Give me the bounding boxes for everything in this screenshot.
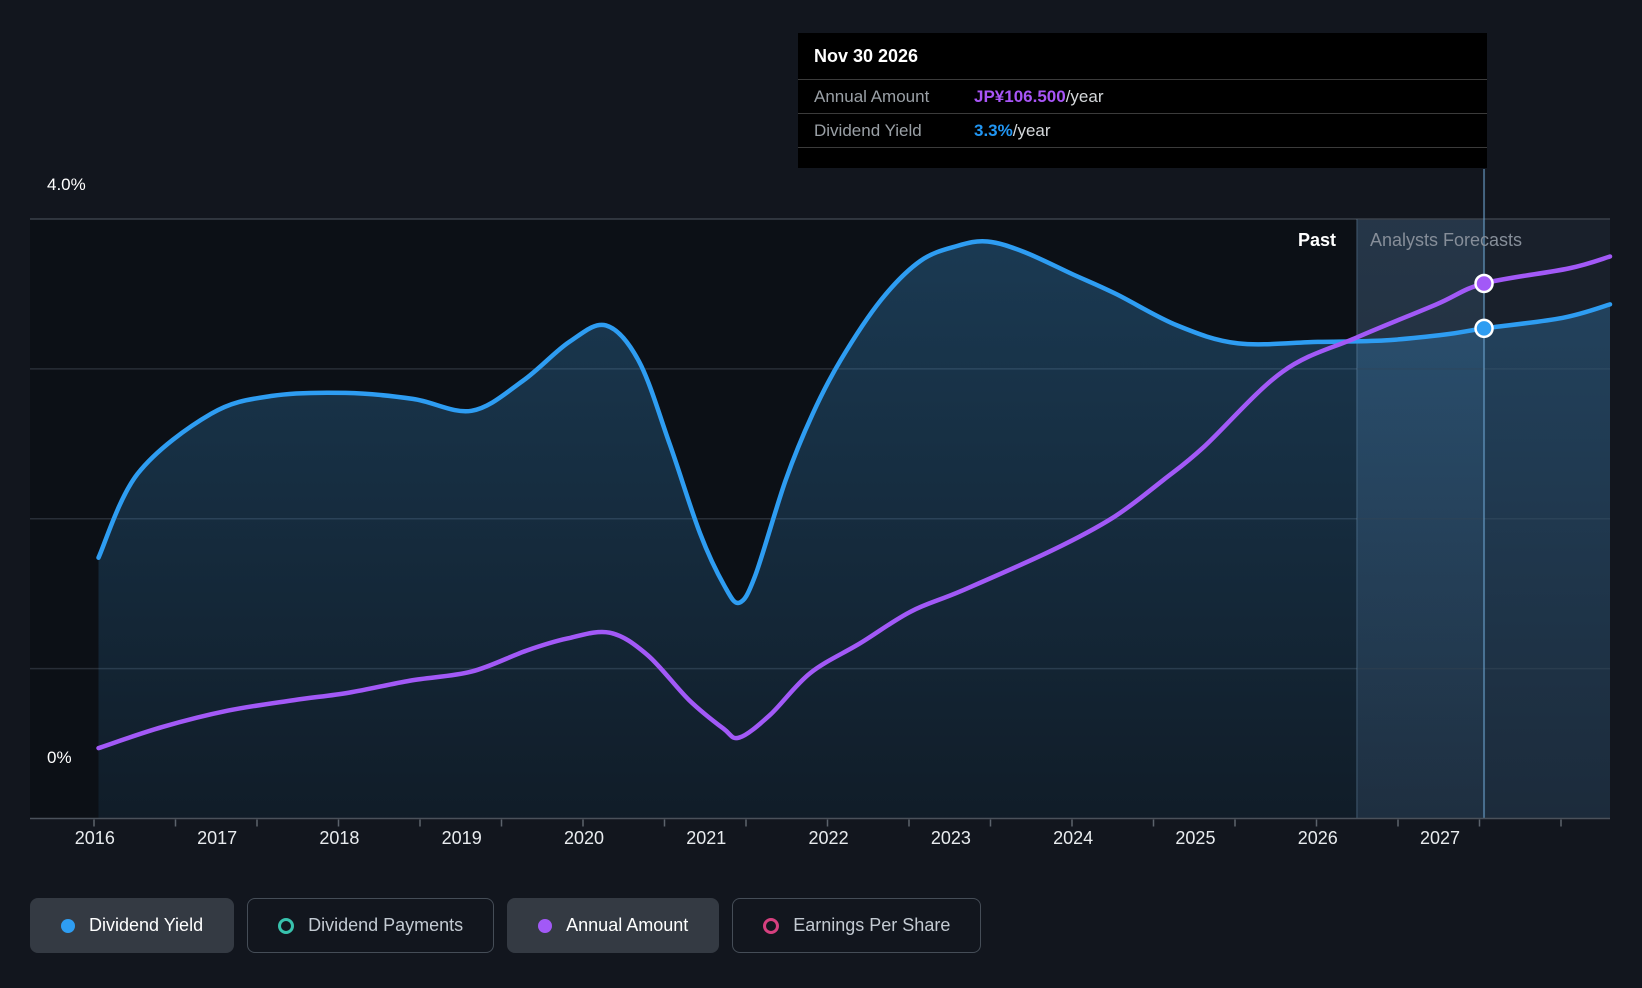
legend-label: Dividend Payments — [308, 915, 464, 935]
x-axis-label-2017: 2017 — [197, 828, 237, 848]
x-axis-label-2025: 2025 — [1175, 828, 1215, 848]
x-axis-label-2019: 2019 — [442, 828, 482, 848]
x-axis-label-2020: 2020 — [564, 828, 604, 848]
past-label: Past — [1297, 230, 1336, 250]
x-axis-label-2027: 2027 — [1420, 828, 1460, 848]
dividend-yield-dot-icon — [61, 918, 75, 933]
legend-label: Annual Amount — [566, 915, 689, 935]
legend-label: Earnings Per Share — [793, 915, 951, 935]
y-axis-label-bottom: 0% — [47, 748, 72, 767]
dividend-yield-line — [96, 239, 1613, 606]
tooltip: Nov 30 2026 Annual Amount JP¥106.500 /ye… — [798, 33, 1487, 168]
legend-button-dividend-yield[interactable]: Dividend Yield — [30, 898, 235, 953]
legend-label: Dividend Yield — [89, 915, 204, 935]
annual-amount-line — [96, 254, 1613, 751]
annual-amount-dot-icon — [538, 918, 553, 933]
earnings-per-share-circle-icon — [763, 917, 780, 934]
dividend-yield-area — [98, 241, 1610, 819]
legend-button-dividend-payments[interactable]: Dividend Payments — [247, 898, 495, 953]
tooltip-row-dividend-yield: Dividend Yield 3.3% /year — [798, 113, 1487, 148]
tooltip-label: Annual Amount — [814, 86, 930, 106]
legend: Dividend Yield Dividend Payments Annual … — [30, 898, 982, 953]
legend-button-earnings-per-share[interactable]: Earnings Per Share — [732, 898, 982, 953]
tooltip-label: Dividend Yield — [814, 120, 922, 140]
x-axis-label-2021: 2021 — [686, 828, 726, 848]
tooltip-value: 3.3% — [974, 120, 1013, 140]
legend-button-annual-amount[interactable]: Annual Amount — [507, 898, 720, 953]
x-axis-label-2018: 2018 — [319, 828, 359, 848]
tooltip-suffix: /year — [1065, 86, 1104, 106]
annual-amount-marker — [1474, 273, 1494, 294]
analysts-forecasts-label: Analysts Forecasts — [1370, 230, 1523, 250]
x-axis-label-2026: 2026 — [1298, 828, 1338, 848]
dividend-payments-circle-icon — [278, 917, 295, 934]
dividend-yield-marker — [1474, 318, 1494, 339]
x-axis-label-2023: 2023 — [931, 828, 971, 848]
tooltip-date: Nov 30 2026 — [814, 46, 919, 66]
x-axis-label-2016: 2016 — [75, 828, 115, 848]
tooltip-value: JP¥106.500 — [974, 86, 1066, 106]
x-axis-label-2024: 2024 — [1053, 828, 1093, 848]
tooltip-suffix: /year — [1012, 120, 1051, 140]
tooltip-row-annual-amount: Annual Amount JP¥106.500 /year — [798, 79, 1487, 113]
x-axis-label-2022: 2022 — [809, 828, 849, 848]
y-axis-label-top: 4.0% — [47, 175, 86, 194]
